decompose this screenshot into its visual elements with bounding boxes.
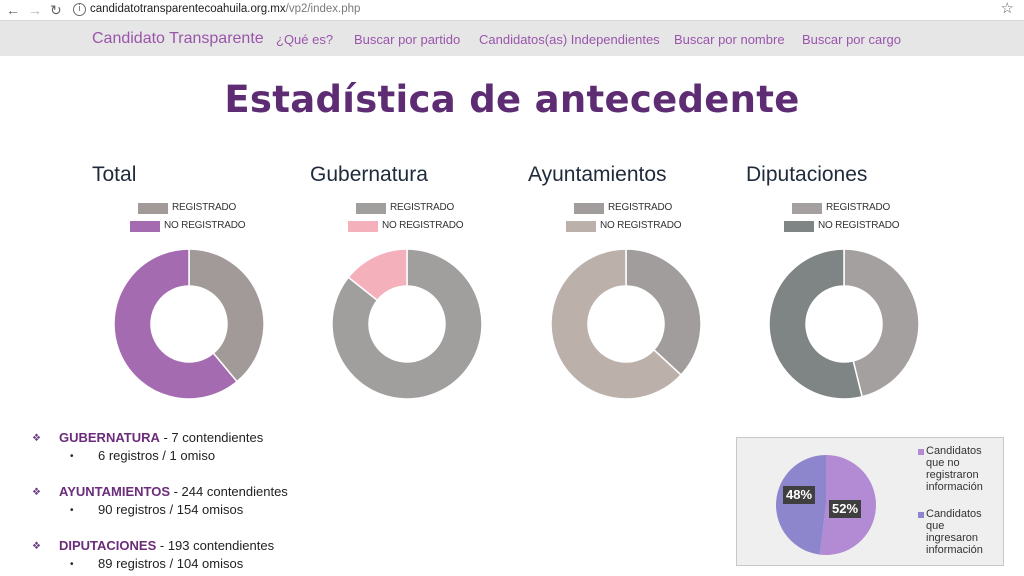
donut-chart-ayuntamientos [550,248,702,400]
back-arrow-icon[interactable]: ← [6,2,20,18]
legend-swatch [348,221,378,232]
brand-link[interactable]: Candidato Transparente [92,30,264,47]
chart-title-gubernatura: Gubernatura [310,163,428,186]
legend-label: REGISTRADO [172,202,237,213]
bullet-icon: • [70,451,74,462]
pie-label-48: 48% [783,486,816,504]
donut-slice-no-registrado [113,248,239,400]
diamond-bullet-icon: ❖ [32,433,41,444]
stat-category: DIPUTACIONES [59,538,157,553]
site-navbar: Candidato Transparente ¿Qué es? Buscar p… [0,21,1024,56]
donut-slice-registrado [188,248,265,383]
legend-label: NO REGISTRADO [164,220,246,231]
stat-line-diputaciones: DIPUTACIONES - 193 contendientes [59,538,274,553]
pie-label-52: 52% [829,500,862,518]
legend-line: que no [926,457,960,469]
diamond-bullet-icon: ❖ [32,541,41,552]
nav-link-buscar-cargo[interactable]: Buscar por cargo [802,32,901,47]
legend-label: NO REGISTRADO [818,220,900,231]
nav-link-que-es[interactable]: ¿Qué es? [276,32,334,47]
chart-title-total: Total [92,163,137,186]
pie-slice-ingresaron [776,455,826,555]
info-icon[interactable]: i [73,3,86,16]
legend-line: información [926,544,983,556]
legend-line: Candidatos [926,445,982,457]
stat-detail: 6 registros / 1 omiso [98,448,216,463]
page-title: Estadística de antecedente [224,78,800,121]
bullet-icon: • [70,505,74,516]
stat-contenders: - 7 contendientes [159,430,264,445]
summary-pie-box: 48% 52% Candidatos que no registraron in… [736,437,1004,566]
legend-line: Candidatos [926,508,982,520]
chart-title-diputaciones: Diputaciones [746,163,868,186]
legend-swatch [356,203,386,214]
browser-address-bar: ← → ↻ i candidatotransparentecoahuila.or… [0,0,1024,21]
bullet-icon: • [70,559,74,570]
legend-label: REGISTRADO [390,202,455,213]
summary-pie-chart [776,455,876,555]
legend-swatch [918,512,924,518]
stat-line-ayuntamientos: AYUNTAMIENTOS - 244 contendientes [59,484,288,499]
url-host: candidatotransparentecoahuila.org.mx [90,3,286,15]
donut-chart-gubernatura [331,248,483,400]
legend-label: NO REGISTRADO [382,220,464,231]
bookmark-star-icon[interactable]: ☆ [1000,0,1014,17]
donut-chart-diputaciones [768,248,920,400]
legend-line: información [926,481,983,493]
legend-line: que [926,520,945,532]
stat-category: AYUNTAMIENTOS [59,484,170,499]
legend-swatch [566,221,596,232]
donut-slice-registrado [843,248,920,398]
donut-slice-no-registrado [768,248,864,400]
chart-title-ayuntamientos: Ayuntamientos [528,163,667,186]
legend-label: REGISTRADO [826,202,891,213]
mini-legend-no-registraron: Candidatos que no registraron informació… [926,445,1004,493]
donut-slice-registrado [331,248,483,400]
url-field[interactable]: candidatotransparentecoahuila.org.mx/vp2… [90,2,360,17]
legend-label: NO REGISTRADO [600,220,682,231]
donut-slice-registrado [625,248,702,377]
donut-slice-no-registrado [347,248,408,302]
legend-swatch [918,449,924,455]
legend-swatch [138,203,168,214]
donut-slice-no-registrado [550,248,683,400]
stat-contenders: - 193 contendientes [156,538,275,553]
url-path: /vp2/index.php [285,3,361,15]
stat-line-gubernatura: GUBERNATURA - 7 contendientes [59,430,263,445]
legend-line: ingresaron [926,532,978,544]
nav-link-independientes[interactable]: Candidatos(as) Independientes [479,32,660,47]
nav-link-buscar-nombre[interactable]: Buscar por nombre [674,32,785,47]
diamond-bullet-icon: ❖ [32,487,41,498]
nav-link-buscar-partido[interactable]: Buscar por partido [354,32,461,47]
reload-icon[interactable]: ↻ [50,2,62,18]
legend-swatch [130,221,160,232]
mini-legend-ingresaron: Candidatos que ingresaron información [926,508,1004,556]
legend-label: REGISTRADO [608,202,673,213]
forward-arrow-icon[interactable]: → [28,2,42,18]
legend-swatch [784,221,814,232]
stat-category: GUBERNATURA [59,430,160,445]
donut-chart-total [113,248,265,400]
legend-swatch [792,203,822,214]
legend-swatch [574,203,604,214]
legend-line: registraron [926,469,979,481]
stat-contenders: - 244 contendientes [170,484,288,499]
stat-detail: 89 registros / 104 omisos [98,556,244,571]
stat-detail: 90 registros / 154 omisos [98,502,244,517]
